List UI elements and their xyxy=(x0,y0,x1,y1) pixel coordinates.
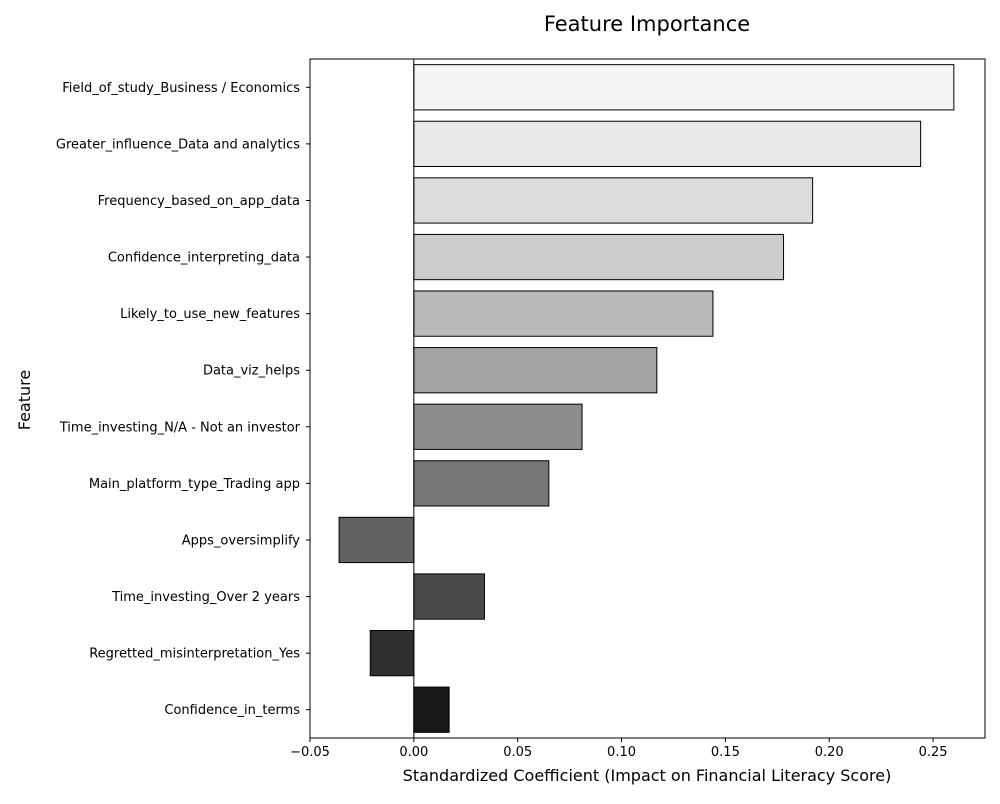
x-tick-label: 0.20 xyxy=(815,745,844,760)
y-axis-label: Feature xyxy=(15,370,34,430)
y-tick-label: Frequency_based_on_app_data xyxy=(98,194,300,209)
x-tick-label: −0.05 xyxy=(290,745,330,760)
x-tick-label: 0.05 xyxy=(503,745,532,760)
bar-2 xyxy=(413,120,922,168)
plot-frame xyxy=(309,58,986,739)
y-tick-label: Data_viz_helps xyxy=(203,364,300,379)
y-tick-label: Regretted_misinterpretation_Yes xyxy=(89,647,300,662)
x-tick-label: 0.25 xyxy=(919,745,948,760)
y-tick-label: Field_of_study_Business / Economics xyxy=(62,81,300,96)
bar-3 xyxy=(413,177,814,224)
bar-7 xyxy=(413,403,583,450)
bar-11 xyxy=(369,629,415,677)
x-tick-label: 0.15 xyxy=(711,745,740,760)
y-tick-label: Main_platform_type_Trading app xyxy=(89,477,300,492)
y-tick-label: Likely_to_use_new_features xyxy=(120,307,300,322)
x-tick-label: 0.00 xyxy=(399,745,428,760)
y-tick-label: Confidence_interpreting_data xyxy=(108,251,300,266)
bar-12 xyxy=(413,686,450,733)
bar-8 xyxy=(413,460,550,507)
bar-4 xyxy=(413,233,785,281)
chart-title: Feature Importance xyxy=(544,12,750,36)
y-tick-label: Apps_oversimplify xyxy=(182,533,301,548)
bar-1 xyxy=(413,64,955,111)
x-tick-label: 0.10 xyxy=(607,745,636,760)
bar-9 xyxy=(338,516,415,564)
y-tick-label: Time_investing_Over 2 years xyxy=(111,590,300,605)
bar-6 xyxy=(413,347,658,394)
y-tick-label: Time_investing_N/A - Not an investor xyxy=(59,420,301,435)
plot-area: Field_of_study_Business / Economics Great… xyxy=(56,58,986,760)
y-tick-label: Confidence_in_terms xyxy=(164,703,300,718)
x-axis-label: Standardized Coefficient (Impact on Fina… xyxy=(403,766,892,785)
bar-10 xyxy=(413,573,485,620)
bar-5 xyxy=(413,290,714,337)
y-tick-label: Greater_influence_Data and analytics xyxy=(56,137,300,152)
